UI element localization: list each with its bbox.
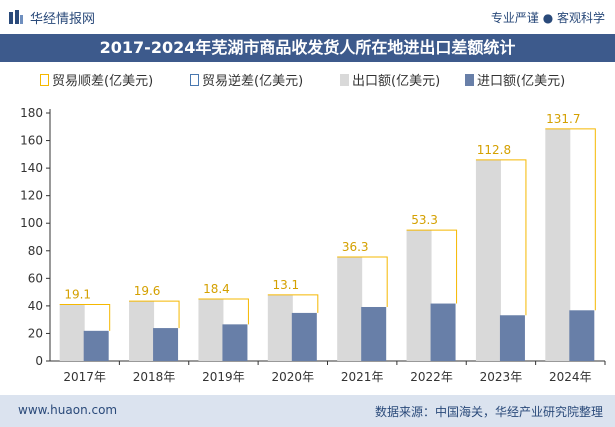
import-bar <box>569 310 595 361</box>
y-tick-label: 0 <box>35 354 43 368</box>
surplus-bracket <box>59 304 111 331</box>
x-tick-label: 2024年 <box>549 370 592 384</box>
legend-label-deficit: 贸易逆差(亿美元) <box>202 74 304 89</box>
export-bar <box>129 301 155 361</box>
export-bar <box>337 256 363 361</box>
x-tick-label: 2020年 <box>272 370 315 384</box>
y-tick-label: 40 <box>28 299 43 313</box>
export-bar <box>406 230 432 361</box>
surplus-data-label: 19.6 <box>134 284 161 298</box>
surplus-data-label: 53.3 <box>411 213 438 227</box>
surplus-data-label: 18.4 <box>203 282 230 296</box>
import-bar <box>430 303 456 361</box>
y-tick-label: 120 <box>20 189 43 203</box>
bar-chart: 0 20 40 60 80 100 120 140 160 180 19.1 2017年 19.6 201… <box>20 106 606 384</box>
y-tick-label: 20 <box>28 326 43 340</box>
top-bar: 华经情报网 专业严谨 ● 客观科学 <box>0 0 615 34</box>
legend: 贸易顺差(亿美元) 贸易逆差(亿美元) 出口额(亿美元) 进口额(亿美元) <box>40 72 615 92</box>
export-bar <box>198 299 224 361</box>
y-tick-label: 60 <box>28 271 43 285</box>
export-bar <box>545 128 571 361</box>
footer: www.huaon.com 数据来源：中国海关，华经产业研究院整理 <box>0 395 615 427</box>
y-tick-label: 180 <box>20 106 43 120</box>
x-tick-label: 2022年 <box>410 370 453 384</box>
slogan: 专业严谨 ● 客观科学 <box>490 11 605 25</box>
surplus-bracket <box>267 294 319 313</box>
y-tick-label: 80 <box>28 244 43 258</box>
legend-label-export: 出口额(亿美元) <box>352 74 441 89</box>
import-bar <box>153 328 179 361</box>
y-tick-label: 100 <box>20 216 43 230</box>
surplus-bracket <box>129 300 180 329</box>
surplus-data-label: 19.1 <box>64 288 91 302</box>
legend-swatch-deficit <box>190 74 199 86</box>
brand-name: 华经情报网 <box>30 12 96 27</box>
surplus-data-label: 131.7 <box>546 112 580 126</box>
import-bar <box>291 312 317 361</box>
surplus-bracket <box>475 159 527 316</box>
legend-item-export: 出口额(亿美元) <box>340 72 440 92</box>
export-bar <box>475 159 501 361</box>
import-bar <box>499 315 525 361</box>
legend-label-import: 进口额(亿美元) <box>477 74 566 89</box>
logo-icon <box>9 10 23 24</box>
legend-swatch-surplus <box>40 74 49 86</box>
x-tick-label: 2018年 <box>133 370 176 384</box>
legend-item-import: 进口额(亿美元) <box>465 72 565 92</box>
surplus-data-label: 36.3 <box>342 240 369 254</box>
surplus-data-label: 112.8 <box>477 143 511 157</box>
x-tick-label: 2019年 <box>202 370 245 384</box>
surplus-bracket <box>545 128 596 311</box>
title-bar: 2017-2024年芜湖市商品收发货人所在地进出口差额统计 <box>0 34 615 62</box>
surplus-bracket <box>198 298 249 325</box>
legend-swatch-export <box>340 74 349 86</box>
surplus-data-label: 13.1 <box>272 278 299 292</box>
legend-swatch-import <box>465 74 474 86</box>
footer-url: www.huaon.com <box>18 403 118 417</box>
surplus-bracket <box>337 256 388 307</box>
y-tick-label: 140 <box>20 161 43 175</box>
chart-title: 2017-2024年芜湖市商品收发货人所在地进出口差额统计 <box>99 38 516 57</box>
legend-item-surplus: 贸易顺差(亿美元) <box>40 72 153 92</box>
footer-source: 数据来源：中国海关，华经产业研究院整理 <box>374 405 603 419</box>
import-bar <box>222 324 248 361</box>
surplus-bracket <box>406 229 458 304</box>
y-tick-label: 160 <box>20 134 43 148</box>
export-bar <box>59 304 85 361</box>
x-tick-label: 2021年 <box>341 370 384 384</box>
import-bar <box>361 306 387 361</box>
legend-item-deficit: 贸易逆差(亿美元) <box>190 72 303 92</box>
export-bar <box>267 294 293 361</box>
import-bar <box>83 330 109 361</box>
x-tick-label: 2017年 <box>63 370 106 384</box>
x-tick-label: 2023年 <box>480 370 523 384</box>
legend-label-surplus: 贸易顺差(亿美元) <box>52 74 154 89</box>
